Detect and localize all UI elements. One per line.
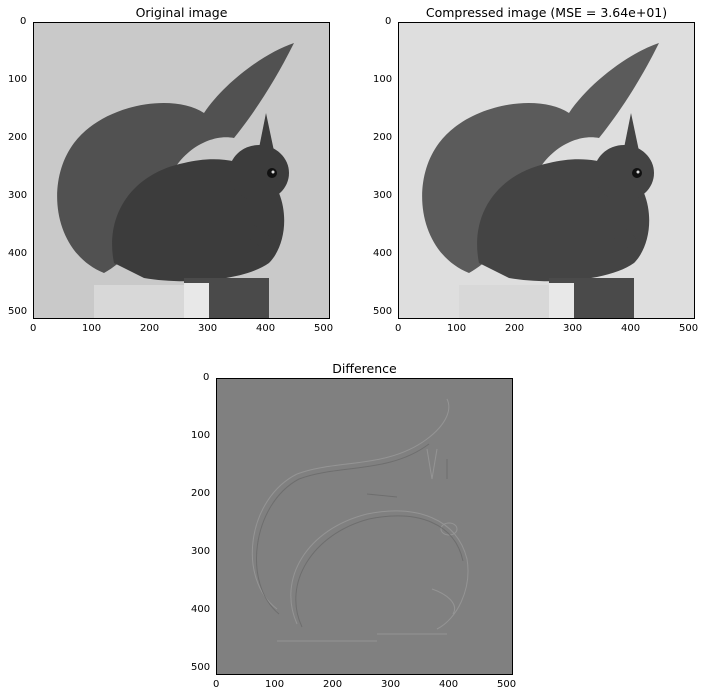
x-tick: 0 bbox=[30, 323, 37, 334]
x-tick: 200 bbox=[505, 323, 525, 334]
y-tick: 200 bbox=[191, 488, 211, 499]
panel-title-compressed: Compressed image (MSE = 3.64e+01) bbox=[425, 5, 668, 20]
x-tick: 100 bbox=[82, 323, 102, 334]
y-tick: 500 bbox=[191, 662, 211, 673]
image-original bbox=[33, 22, 330, 319]
y-tick: 100 bbox=[373, 74, 393, 85]
y-tick: 300 bbox=[8, 190, 28, 201]
x-tick: 200 bbox=[140, 323, 160, 334]
x-tick: 400 bbox=[621, 323, 641, 334]
y-tick: 200 bbox=[373, 132, 393, 143]
y-tick: 300 bbox=[191, 546, 211, 557]
x-tick: 0 bbox=[395, 323, 402, 334]
y-tick: 0 bbox=[385, 16, 392, 27]
x-tick: 200 bbox=[323, 679, 343, 690]
x-tick: 500 bbox=[679, 323, 699, 334]
x-tick: 0 bbox=[213, 679, 220, 690]
x-tick: 500 bbox=[497, 679, 517, 690]
x-tick: 300 bbox=[381, 679, 401, 690]
image-compressed bbox=[398, 22, 695, 319]
x-tick: 400 bbox=[439, 679, 459, 690]
image-difference bbox=[216, 378, 513, 675]
x-tick: 100 bbox=[447, 323, 467, 334]
x-tick: 400 bbox=[256, 323, 276, 334]
x-tick: 100 bbox=[265, 679, 285, 690]
y-tick: 300 bbox=[373, 190, 393, 201]
panel-title-original: Original image bbox=[135, 5, 228, 20]
panel-original: Original image 0 100 200 300 400 500 0 1… bbox=[0, 0, 352, 340]
y-tick: 500 bbox=[373, 306, 393, 317]
y-tick: 200 bbox=[8, 132, 28, 143]
y-tick: 400 bbox=[373, 248, 393, 259]
y-tick: 100 bbox=[8, 74, 28, 85]
x-tick: 300 bbox=[198, 323, 218, 334]
panel-title-difference: Difference bbox=[332, 361, 397, 376]
y-tick: 0 bbox=[203, 372, 210, 383]
y-tick: 400 bbox=[8, 248, 28, 259]
y-tick: 400 bbox=[191, 604, 211, 615]
y-tick: 100 bbox=[191, 430, 211, 441]
x-tick: 300 bbox=[563, 323, 583, 334]
x-tick: 500 bbox=[314, 323, 334, 334]
y-tick: 0 bbox=[20, 16, 27, 27]
panel-compressed: Compressed image (MSE = 3.64e+01) 0 100 … bbox=[352, 0, 704, 340]
y-tick: 500 bbox=[8, 306, 28, 317]
panel-difference: Difference 0 100 200 300 400 5 bbox=[176, 355, 528, 699]
